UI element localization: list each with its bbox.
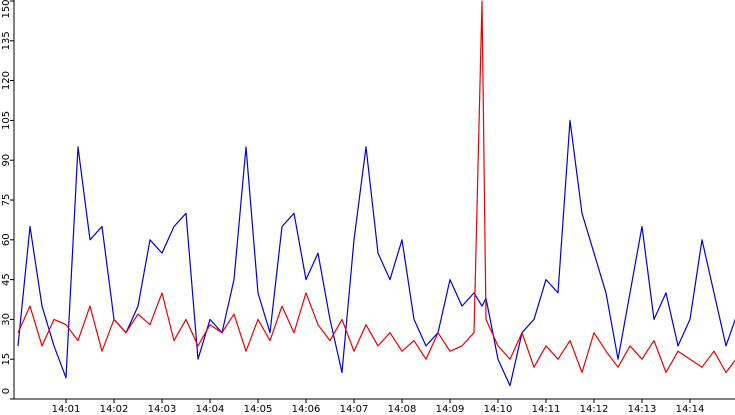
series-line bbox=[17, 0, 735, 374]
y-tick-label: 45 bbox=[1, 273, 12, 286]
y-tick-label: 135 bbox=[1, 31, 12, 50]
y-tick-label: 105 bbox=[1, 111, 12, 130]
x-tick-label: 14:05 bbox=[244, 404, 273, 415]
x-tick-label: 14:13 bbox=[628, 404, 657, 415]
x-tick-label: 14:01 bbox=[52, 404, 81, 415]
x-tick-label: 14:04 bbox=[196, 404, 225, 415]
y-tick-label: 0 bbox=[1, 388, 12, 394]
series-line bbox=[17, 119, 735, 387]
y-tick-label: 15 bbox=[1, 353, 12, 366]
x-tick-label: 14:10 bbox=[484, 404, 513, 415]
x-tick-label: 14:08 bbox=[388, 404, 417, 415]
x-tick-label: 14:12 bbox=[580, 404, 609, 415]
plot-area bbox=[17, 0, 735, 387]
x-tick-label: 14:07 bbox=[340, 404, 369, 415]
y-tick-label: 30 bbox=[1, 313, 12, 326]
x-tick-label: 14:09 bbox=[436, 404, 465, 415]
y-tick-label: 75 bbox=[1, 194, 12, 207]
x-tick-label: 14:11 bbox=[532, 404, 561, 415]
x-tick-label: 14:06 bbox=[292, 404, 321, 415]
y-tick-label: 60 bbox=[1, 233, 12, 246]
x-tick-label: 14:03 bbox=[148, 404, 177, 415]
x-tick-label: 14:02 bbox=[100, 404, 129, 415]
y-tick-label: 120 bbox=[1, 71, 12, 90]
y-tick-label: 90 bbox=[1, 154, 12, 167]
y-tick-label: 150 bbox=[1, 0, 12, 19]
x-tick-label: 14:14 bbox=[676, 404, 705, 415]
